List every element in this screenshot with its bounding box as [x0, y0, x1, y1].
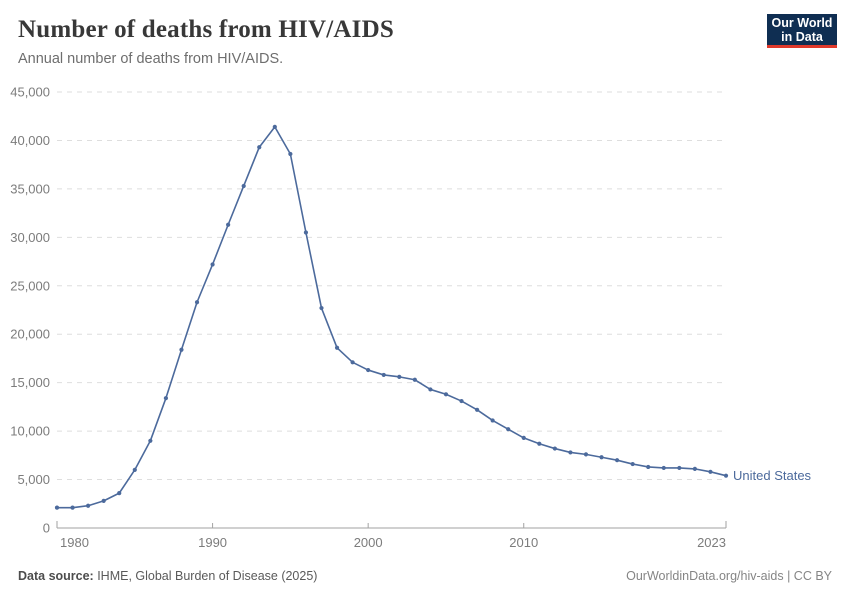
data-point[interactable]	[350, 360, 355, 365]
data-point[interactable]	[474, 407, 480, 412]
data-point[interactable]	[366, 367, 371, 373]
data-point[interactable]	[661, 465, 666, 471]
data-point[interactable]	[443, 392, 449, 397]
data-point[interactable]	[692, 466, 697, 471]
data-point[interactable]	[428, 387, 433, 392]
data-point[interactable]	[319, 305, 324, 311]
data-point[interactable]	[241, 183, 246, 189]
y-axis-tick-label: 20,000	[10, 327, 50, 342]
data-point[interactable]	[723, 473, 729, 478]
y-axis-tick-label: 35,000	[10, 181, 50, 196]
data-point[interactable]	[117, 491, 122, 496]
data-point[interactable]	[552, 446, 557, 451]
owid-logo-line1: Our World	[771, 15, 833, 30]
x-axis-tick-label: 1980	[60, 535, 89, 550]
data-point[interactable]	[412, 377, 417, 382]
data-source-label: Data source:	[18, 569, 94, 583]
data-point[interactable]	[148, 438, 153, 443]
y-axis-tick-label: 15,000	[10, 375, 50, 390]
data-point[interactable]	[397, 374, 402, 379]
data-point[interactable]	[708, 469, 713, 474]
data-point[interactable]	[288, 151, 293, 157]
data-point[interactable]	[677, 465, 682, 471]
data-point[interactable]	[646, 464, 651, 470]
data-point[interactable]	[583, 452, 589, 457]
data-point[interactable]	[257, 145, 262, 150]
y-axis-tick-label: 0	[43, 521, 50, 536]
data-point[interactable]	[568, 450, 573, 455]
page-title: Number of deaths from HIV/AIDS	[18, 16, 394, 43]
data-point[interactable]	[459, 398, 464, 404]
data-point[interactable]	[506, 427, 511, 432]
data-point[interactable]	[54, 505, 60, 510]
data-point[interactable]	[163, 396, 169, 401]
y-axis-tick-label: 25,000	[10, 278, 50, 293]
y-axis-tick-label: 10,000	[10, 424, 50, 439]
data-point[interactable]	[334, 345, 340, 350]
x-axis-tick-label: 2000	[354, 535, 383, 550]
data-point[interactable]	[630, 461, 635, 467]
data-point[interactable]	[272, 124, 277, 129]
data-point[interactable]	[381, 372, 386, 378]
license-link[interactable]: OurWorldinData.org/hiv-aids | CC BY	[626, 569, 832, 583]
data-point[interactable]	[70, 505, 75, 510]
data-point[interactable]	[521, 435, 526, 440]
data-point[interactable]	[132, 467, 137, 472]
x-axis-tick-label: 2023	[697, 535, 726, 550]
chart-subtitle: Annual number of deaths from HIV/AIDS.	[18, 51, 284, 67]
owid-logo-line2: in Data	[781, 29, 823, 44]
x-axis-tick-label: 1990	[198, 535, 227, 550]
y-axis-tick-label: 5,000	[17, 472, 50, 487]
data-point[interactable]	[86, 503, 91, 508]
data-point[interactable]	[194, 300, 200, 305]
y-axis-tick-label: 30,000	[10, 230, 50, 245]
x-axis-tick-label: 2010	[509, 535, 538, 550]
data-source-value: IHME, Global Burden of Disease (2025)	[93, 569, 318, 583]
entity-label[interactable]: United States	[733, 468, 812, 483]
y-axis-tick-label: 40,000	[10, 133, 50, 148]
data-point[interactable]	[210, 262, 215, 267]
owid-logo[interactable]: Our World in Data	[767, 14, 837, 48]
y-axis-tick-label: 45,000	[10, 85, 50, 100]
data-point[interactable]	[101, 498, 106, 503]
data-point[interactable]	[490, 418, 495, 423]
data-point[interactable]	[614, 458, 620, 463]
data-point[interactable]	[537, 441, 542, 446]
data-point[interactable]	[179, 347, 184, 352]
data-point[interactable]	[303, 230, 309, 235]
series-line[interactable]	[57, 126, 727, 509]
data-point[interactable]	[226, 222, 231, 227]
data-point[interactable]	[599, 455, 604, 460]
data-source: Data source: IHME, Global Burden of Dise…	[18, 569, 317, 583]
